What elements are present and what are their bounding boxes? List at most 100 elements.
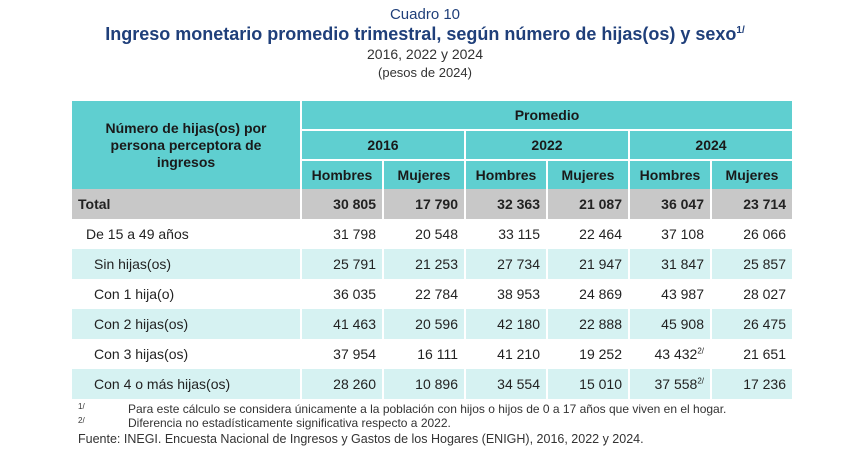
table-cell: 36 035	[302, 279, 382, 309]
table-row: Sin hijas(os) 25 791 21 253 27 734 21 947 31 …	[72, 249, 793, 279]
cell-value: 24 869	[579, 286, 622, 302]
table-row: Con 4 o más hijas(os) 28 260 10 896 34 554 1…	[72, 369, 793, 399]
table-cell: 21 253	[384, 249, 464, 279]
table-cell: 19 252	[548, 339, 628, 369]
cell-value: 21 087	[579, 196, 622, 212]
row-label: Con 4 o más hijas(os)	[72, 369, 300, 399]
sex-header: Mujeres	[384, 161, 464, 189]
cell-value: 42 180	[497, 316, 540, 332]
cell-value: 20 548	[415, 226, 458, 242]
footnote-mark: 1/	[78, 402, 85, 411]
table-row: Con 1 hija(o) 36 035 22 784 38 953 24 869 43 …	[72, 279, 792, 309]
title-footnote-mark: 1/	[736, 25, 745, 36]
cell-value: 19 252	[579, 346, 622, 362]
row-label: Total	[72, 189, 300, 219]
table-cell: 15 010	[548, 369, 628, 399]
footnote-mark: 2/	[78, 416, 85, 425]
cell-value: 23 714	[743, 196, 787, 212]
table-cell: 37 954	[302, 339, 382, 369]
cell-value: 16 111	[417, 346, 458, 362]
table-cell: 31 847	[630, 249, 710, 279]
cell-value: 31 798	[333, 226, 376, 242]
table-cell: 22 784	[384, 279, 464, 309]
table-row: De 15 a 49 años 31 798 20 548 33 115 22 464 3…	[72, 219, 792, 249]
cell-value: 17 236	[743, 376, 787, 392]
table-cell: 27 734	[466, 249, 546, 279]
cell-value: 33 115	[498, 226, 540, 242]
group-header: Promedio	[302, 101, 793, 131]
cell-value: 37 558	[654, 376, 698, 392]
table-years: 2016, 2022 y 2024	[367, 46, 483, 62]
cell-value: 43 987	[661, 286, 704, 302]
cell-value: 37 954	[333, 346, 376, 362]
table-cell: 25 857	[712, 249, 793, 279]
table-cell: 16 111	[384, 339, 464, 369]
table-cell: 22 888	[548, 309, 628, 339]
table-cell: 28 260	[302, 369, 382, 399]
cell-value: 30 805	[333, 196, 376, 212]
year-header: 2016	[302, 131, 464, 161]
cell-value: 22 464	[579, 226, 622, 242]
cell-value: 34 554	[497, 376, 540, 392]
cell-value: 26 475	[743, 316, 787, 332]
cell-value: 41 210	[497, 346, 540, 362]
cell-value: 21 253	[415, 256, 458, 272]
table-cell: 31 798	[302, 219, 382, 249]
cell-value: 38 953	[497, 286, 540, 302]
table-cell: 37 5582/	[630, 369, 710, 399]
table-title-text: Ingreso monetario promedio trimestral, s…	[105, 24, 737, 44]
table-number: Cuadro 10	[389, 6, 461, 23]
table-body: Total 30 805 17 790 32 363 21 087 36 047 23 71…	[72, 189, 793, 399]
table-cell: 43 4322/	[630, 339, 710, 369]
table-cell: 38 953	[466, 279, 546, 309]
source-note: Fuente: INEGI. Encuesta Nacional de Ingr…	[78, 432, 644, 446]
table-row: Con 2 hijas(os) 41 463 20 596 42 180 22 888 4…	[72, 309, 793, 339]
table-cell: 21 651	[712, 339, 792, 369]
sex-header: Mujeres	[712, 161, 793, 189]
table-cell: 17 236	[712, 369, 793, 399]
income-table: Número de hijas(os) por persona percepto…	[70, 101, 794, 399]
cell-value: 25 857	[743, 256, 787, 272]
table-row-total: Total 30 805 17 790 32 363 21 087 36 047 23 71…	[72, 189, 793, 219]
cell-value: 26 066	[743, 226, 787, 242]
row-label: Sin hijas(os)	[72, 249, 300, 279]
table-cell: 41 463	[302, 309, 382, 339]
stub-header-text: Número de hijas(os) por persona percepto…	[105, 119, 267, 170]
cell-value: 28 260	[333, 376, 376, 392]
row-label: Con 3 hijas(os)	[94, 346, 189, 362]
table-cell: 23 714	[712, 189, 793, 219]
sex-header: Hombres	[466, 161, 546, 189]
row-label: Con 2 hijas(os)	[72, 309, 300, 339]
table-cell: 24 869	[548, 279, 628, 309]
cell-value: 15 010	[579, 376, 622, 392]
table-cell: 37 108	[630, 219, 710, 249]
cell-value: 37 108	[661, 226, 704, 242]
table-cell: 33 115	[466, 219, 546, 249]
table-cell: 42 180	[466, 309, 546, 339]
table-cell: 41 210	[466, 339, 546, 369]
stub-header: Número de hijas(os) por persona percepto…	[72, 101, 300, 189]
row-label: De 15 a 49 años	[86, 226, 189, 242]
cell-value: 28 027	[743, 286, 787, 302]
table-cell: 30 805	[302, 189, 382, 219]
table-cell: 34 554	[466, 369, 546, 399]
row-label: Con 1 hija(o)	[94, 286, 175, 302]
cell-value: 25 791	[333, 256, 376, 272]
table-cell: 32 363	[466, 189, 546, 219]
footnote-text: Diferencia no estadísticamente significa…	[128, 416, 451, 430]
table-cell: 10 896	[384, 369, 464, 399]
table-cell: 20 596	[384, 309, 464, 339]
sex-header: Hombres	[630, 161, 710, 189]
table-units: (pesos de 2024)	[378, 65, 472, 80]
cell-value: 36 047	[661, 196, 704, 212]
table-cell: 26 475	[712, 309, 793, 339]
cell-value: 36 035	[333, 286, 376, 302]
table-cell: 28 027	[712, 279, 792, 309]
cell-value: 10 896	[415, 376, 458, 392]
footnote-text: Para este cálculo se considera únicament…	[128, 402, 727, 416]
table-cell: 22 464	[548, 219, 628, 249]
year-header: 2022	[466, 131, 628, 161]
cell-value: 21 947	[579, 256, 622, 272]
cell-value: 41 463	[333, 316, 376, 332]
sex-header: Mujeres	[548, 161, 628, 189]
